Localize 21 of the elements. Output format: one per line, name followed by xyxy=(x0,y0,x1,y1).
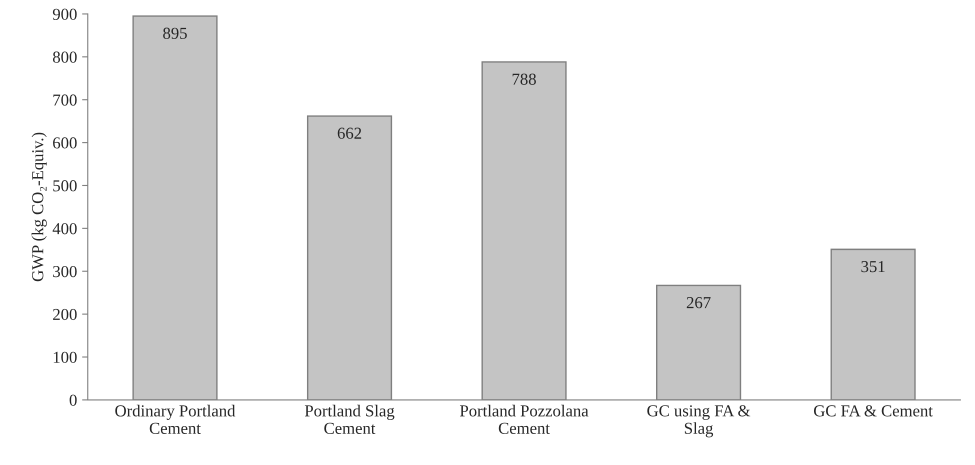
data-label: 351 xyxy=(861,261,885,272)
y-tick-label: 200 xyxy=(53,308,77,320)
y-tick-label: 0 xyxy=(70,394,77,406)
data-label: 267 xyxy=(686,297,711,308)
x-tick-label: Portland Pozzolana Cement xyxy=(460,404,588,434)
x-tick-label: Portland Slag Cement xyxy=(304,404,394,434)
data-label: 662 xyxy=(338,128,362,139)
y-tick-label: 300 xyxy=(53,266,77,278)
data-label: 788 xyxy=(512,74,536,85)
y-tick-label: 400 xyxy=(52,223,77,234)
y-tick-label: 900 xyxy=(52,8,77,20)
y-tick-label: 100 xyxy=(54,352,77,363)
data-label: 895 xyxy=(163,28,187,39)
y-tick-label: 600 xyxy=(53,137,77,149)
x-tick-label: GC FA & Cement xyxy=(814,405,933,416)
x-tick-label: GC using FA & Slag xyxy=(647,405,750,438)
y-axis-title: GWP (kg CO₂-Equiv.) xyxy=(32,132,47,282)
x-tick-label: Ordinary Portland Cement xyxy=(115,404,236,434)
y-tick-label: 700 xyxy=(53,94,77,106)
y-tick-label: 800 xyxy=(52,52,77,63)
y-tick-label: 500 xyxy=(53,180,77,192)
